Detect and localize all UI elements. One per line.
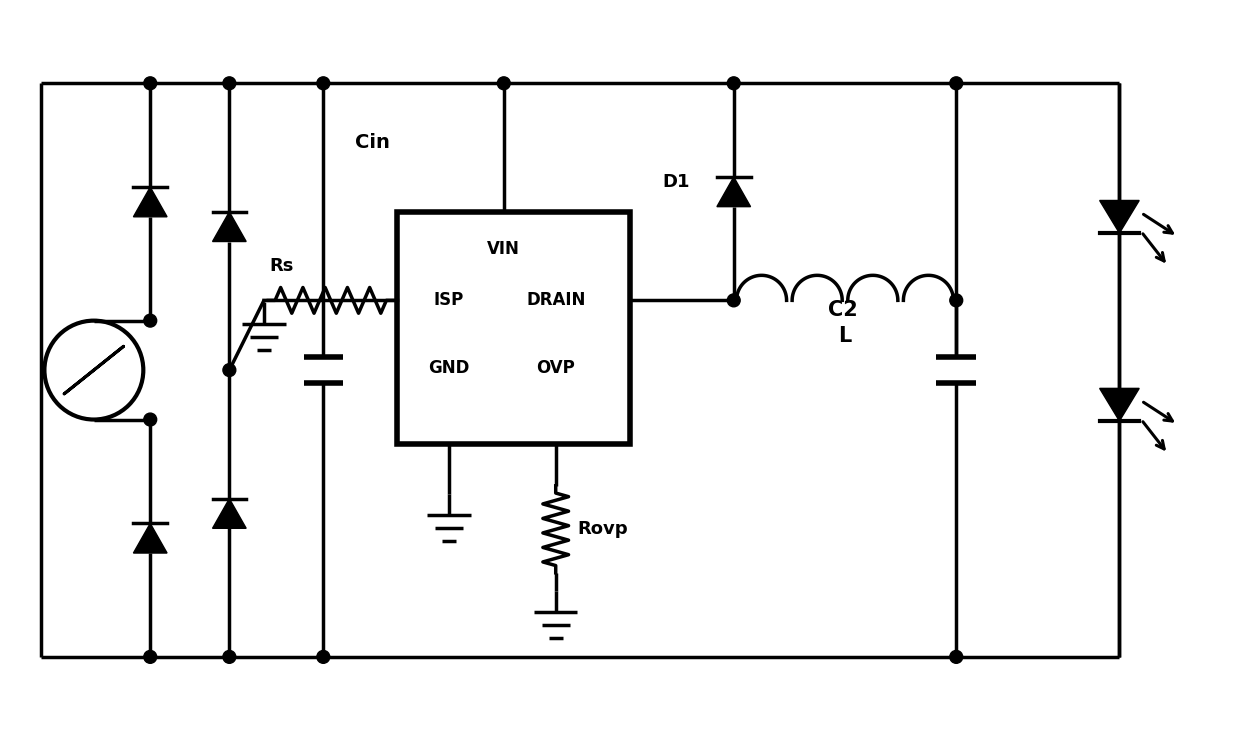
- Circle shape: [317, 77, 330, 90]
- Text: GND: GND: [428, 359, 470, 377]
- Circle shape: [223, 651, 236, 664]
- Circle shape: [950, 294, 962, 307]
- Circle shape: [144, 314, 156, 327]
- Circle shape: [144, 413, 156, 426]
- Text: Rovp: Rovp: [578, 520, 629, 538]
- Circle shape: [144, 651, 156, 664]
- Polygon shape: [1100, 388, 1140, 421]
- Text: VIN: VIN: [487, 240, 521, 258]
- Text: C2: C2: [827, 300, 857, 319]
- Text: ISP: ISP: [434, 291, 464, 310]
- FancyBboxPatch shape: [398, 212, 630, 444]
- Polygon shape: [1100, 201, 1140, 233]
- Polygon shape: [717, 177, 750, 207]
- Text: D1: D1: [662, 173, 691, 191]
- Text: Rs: Rs: [269, 257, 294, 275]
- Circle shape: [497, 77, 510, 90]
- Text: L: L: [838, 326, 852, 346]
- Polygon shape: [212, 498, 247, 528]
- Polygon shape: [212, 212, 247, 242]
- Text: DRAIN: DRAIN: [526, 291, 585, 310]
- Circle shape: [728, 294, 740, 307]
- Circle shape: [223, 77, 236, 90]
- Polygon shape: [134, 187, 167, 217]
- Circle shape: [223, 364, 236, 377]
- Text: Cin: Cin: [355, 133, 389, 152]
- Circle shape: [728, 77, 740, 90]
- Circle shape: [317, 651, 330, 664]
- Circle shape: [950, 77, 962, 90]
- Text: OVP: OVP: [537, 359, 575, 377]
- Polygon shape: [134, 523, 167, 553]
- Circle shape: [950, 651, 962, 664]
- Circle shape: [144, 77, 156, 90]
